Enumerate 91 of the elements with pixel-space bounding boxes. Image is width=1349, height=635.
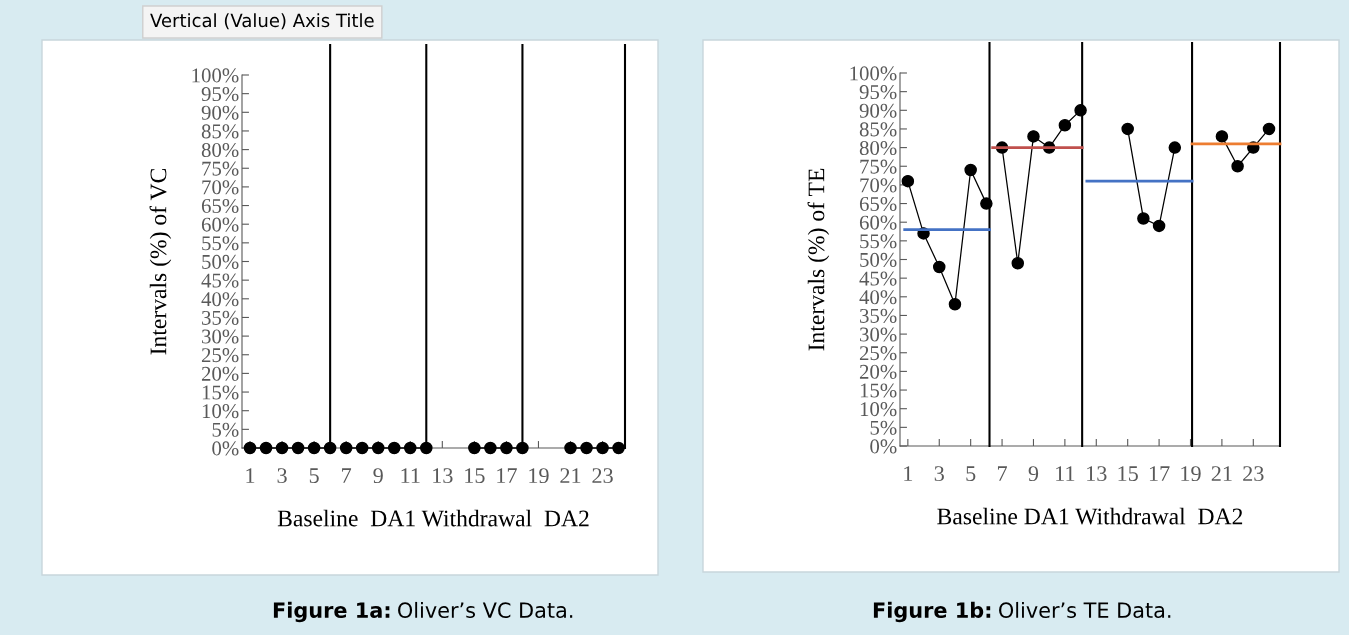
- x-tick-label: 1: [246, 468, 255, 483]
- x-tick-label: 5: [966, 466, 976, 482]
- y-tick-label: 5%: [870, 420, 897, 435]
- y-tick-label: 75%: [860, 159, 897, 174]
- x-tick-label: 19: [529, 468, 549, 484]
- x-tick-label: 21: [1211, 466, 1232, 481]
- y-tick-label: 85%: [859, 122, 897, 137]
- y-tick-label: 50%: [202, 254, 239, 269]
- y-tick-label: 20%: [859, 364, 897, 379]
- text: Vertical (Value) Axis Title: [150, 13, 374, 30]
- x-tick-label: 9: [373, 468, 383, 484]
- point: [948, 298, 962, 311]
- y-tick-label: 5%: [212, 422, 239, 437]
- point: [1027, 130, 1040, 143]
- point: [1058, 118, 1072, 132]
- x-tick-label: 23: [1243, 466, 1264, 482]
- x-tick-label: 11: [1056, 466, 1075, 481]
- x-tick-label: 7: [342, 468, 352, 483]
- point: [1137, 212, 1150, 225]
- text: Oliver’s TE Data.: [999, 601, 1171, 619]
- y-tick-label: 25%: [859, 346, 897, 361]
- y-tick-label: 40%: [859, 290, 897, 305]
- y-tick-label: 15%: [860, 383, 897, 398]
- point: [1011, 256, 1025, 270]
- y-tick-label: 80%: [859, 140, 897, 156]
- point: [1121, 122, 1134, 136]
- caption: Figure 1b:: [873, 601, 991, 623]
- y-tick-label: 20%: [201, 366, 239, 381]
- x-tick-label: 11: [401, 468, 420, 483]
- point: [1168, 141, 1182, 154]
- point: [980, 197, 993, 210]
- x-tick-label: 21: [560, 468, 581, 483]
- y-tick-label: 10%: [202, 404, 239, 419]
- x-tick-label: 3: [934, 466, 944, 482]
- point: [1152, 219, 1166, 233]
- x-tick-label: 5: [309, 468, 319, 484]
- x-tick-label: 13: [1087, 466, 1107, 482]
- x-tick-label: 13: [433, 468, 453, 484]
- point: [1074, 104, 1087, 117]
- point: [1231, 159, 1244, 173]
- y-tick-label: 70%: [860, 178, 897, 193]
- y-tick-label: 35%: [202, 310, 239, 325]
- x-tick-label: 15: [465, 468, 485, 484]
- y-tick-label: 95%: [859, 85, 897, 100]
- y-tick-label: 45%: [859, 271, 897, 286]
- y-tick-label: 60%: [859, 215, 897, 230]
- text: Oliver’s VC Data.: [398, 601, 573, 619]
- y-tick-label: 35%: [860, 308, 897, 323]
- y-tick-label: 40%: [201, 292, 239, 307]
- y-tick-label: 65%: [201, 198, 239, 214]
- y-tick-label: 95%: [201, 87, 239, 102]
- y-tick-label: 30%: [860, 327, 897, 342]
- y-tick-label: 30%: [202, 329, 239, 344]
- y-tick-label: 55%: [202, 236, 239, 251]
- x-tick-label: 19: [1181, 466, 1201, 482]
- y-tick-label: 55%: [860, 234, 897, 249]
- x-axis-title: Baseline DA1 Withdrawal DA2: [937, 507, 1243, 525]
- point: [1215, 130, 1229, 143]
- x-tick-label: 17: [497, 468, 517, 483]
- caption: Figure 1a:: [273, 601, 390, 623]
- y-tick-label: 10%: [860, 402, 897, 417]
- x-tick-label: 1: [904, 466, 913, 481]
- y-axis-title: Intervals (%) of VC: [149, 168, 172, 355]
- x-tick-label: 9: [1028, 466, 1039, 482]
- x-tick-label: 17: [1149, 466, 1170, 481]
- x-tick-label: 15: [1118, 466, 1138, 482]
- y-tick-label: 100%: [850, 66, 897, 81]
- y-tick-label: 90%: [859, 103, 897, 118]
- y-tick-label: 0%: [212, 441, 239, 456]
- y-tick-label: 25%: [201, 348, 239, 363]
- y-tick-label: 85%: [201, 124, 239, 139]
- y-tick-label: 70%: [202, 180, 239, 195]
- point: [1262, 122, 1276, 136]
- y-tick-label: 100%: [192, 68, 239, 83]
- point: [901, 174, 915, 188]
- y-tick-label: 0%: [870, 439, 897, 454]
- y-tick-label: 45%: [201, 273, 239, 288]
- x-tick-label: 23: [592, 468, 613, 484]
- point: [933, 260, 946, 274]
- y-tick-label: 75%: [202, 161, 239, 176]
- x-tick-label: 7: [997, 466, 1007, 481]
- y-axis-title: Intervals (%) of TE: [807, 168, 830, 351]
- y-tick-label: 80%: [201, 142, 239, 158]
- y-tick-label: 65%: [859, 196, 897, 212]
- y-tick-label: 90%: [201, 105, 239, 120]
- x-tick-label: 3: [277, 468, 287, 484]
- point: [964, 163, 977, 177]
- y-tick-label: 50%: [860, 252, 897, 267]
- y-tick-label: 15%: [202, 385, 239, 400]
- x-axis-title: Baseline DA1 Withdrawal DA2: [277, 509, 589, 527]
- y-tick-label: 60%: [201, 217, 239, 232]
